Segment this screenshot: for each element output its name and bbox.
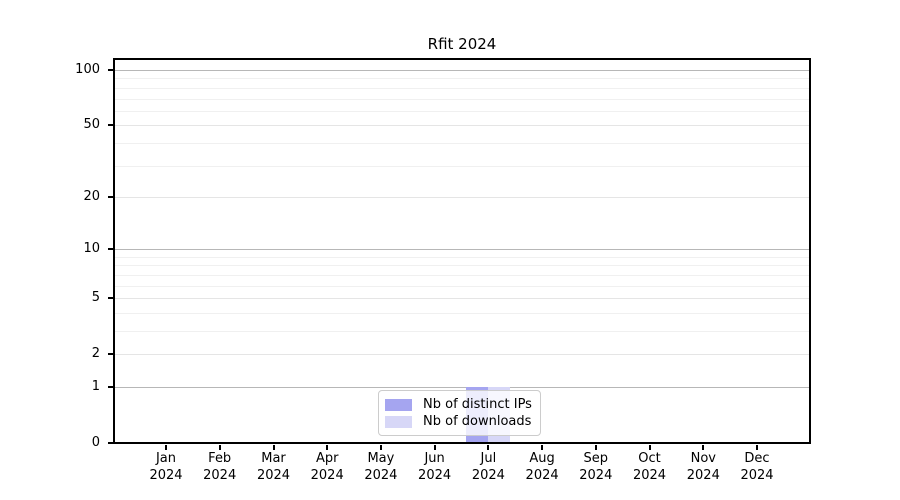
gridline-minor: [114, 274, 810, 276]
legend-item-downloads: Nb of downloads: [385, 413, 532, 430]
x-tick-label: Sep 2024: [579, 451, 613, 483]
x-axis-tick: [756, 445, 758, 450]
x-axis-tick: [379, 445, 382, 450]
gridline-minor: [114, 256, 810, 258]
x-tick-label: Jul 2024: [471, 451, 505, 483]
x-tick-label: Mar 2024: [256, 451, 291, 483]
gridline-minor: [114, 285, 810, 287]
y-tick-label: 1: [91, 379, 100, 394]
gridline-major: [114, 70, 810, 71]
y-tick-label: 5: [91, 290, 100, 306]
y-axis-tick: [108, 248, 114, 251]
x-tick-label: Jun 2024: [418, 451, 452, 483]
x-axis-tick: [165, 445, 167, 450]
y-tick-label: 2: [91, 346, 100, 362]
legend-label-distinct-ips: Nb of distinct IPs: [423, 397, 532, 412]
gridline-minor: [114, 312, 810, 314]
gridline-minor: [114, 98, 810, 100]
y-tick-label: 10: [83, 241, 100, 257]
x-axis-tick: [594, 445, 597, 450]
x-axis-tick: [272, 445, 275, 450]
y-axis-tick: [108, 69, 114, 71]
y-axis-tick: [108, 442, 114, 444]
y-tick-label: 0: [91, 435, 100, 450]
y-axis-tick: [108, 297, 114, 300]
gridline-minor: [114, 110, 810, 112]
y-tick-label: 100: [75, 62, 100, 77]
gridline-minor: [114, 331, 810, 332]
x-axis-tick: [433, 445, 436, 450]
x-axis-tick: [648, 445, 651, 450]
gridline: [114, 298, 810, 300]
y-axis-tick: [108, 124, 114, 127]
gridline-minor: [114, 265, 810, 267]
legend-swatch-downloads: [385, 415, 412, 428]
x-tick-label: Dec 2024: [740, 451, 774, 483]
gridline: [114, 354, 810, 356]
x-axis-tick: [541, 445, 544, 450]
x-tick-label: Oct 2024: [632, 451, 667, 483]
x-axis-tick: [326, 445, 329, 450]
gridline-major: [114, 249, 810, 251]
y-tick-label: 50: [83, 117, 100, 133]
gridline-minor: [114, 87, 810, 89]
legend-item-distinct-ips: Nb of distinct IPs: [385, 396, 532, 413]
x-tick-label: Jan 2024: [149, 451, 183, 483]
y-axis-tick: [108, 386, 114, 388]
y-axis-tick: [108, 353, 114, 356]
legend-swatch-distinct-ips: [385, 398, 412, 411]
gridline: [114, 196, 810, 198]
y-axis-tick: [108, 195, 114, 198]
x-axis-tick: [218, 445, 221, 450]
gridline-minor: [114, 165, 810, 167]
gridline: [114, 125, 810, 127]
x-tick-label: Apr 2024: [310, 451, 344, 483]
gridline-major: [114, 387, 810, 388]
y-tick-label: 20: [83, 188, 100, 204]
x-tick-label: Aug 2024: [525, 451, 559, 483]
chart-title: Rfit 2024: [427, 35, 497, 53]
x-tick-label: Feb 2024: [203, 451, 237, 483]
x-axis-tick: [487, 445, 490, 450]
gridline-minor: [114, 142, 810, 144]
legend: Nb of distinct IPs Nb of downloads: [378, 390, 541, 436]
x-tick-label: Nov 2024: [686, 451, 720, 483]
gridline-minor: [114, 78, 810, 80]
x-tick-label: May 2024: [364, 451, 398, 483]
plot-area: Nb of distinct IPs Nb of downloads 0 1 2 5 1…: [75, 58, 811, 483]
x-axis-tick: [702, 445, 705, 450]
legend-label-downloads: Nb of downloads: [423, 414, 532, 429]
